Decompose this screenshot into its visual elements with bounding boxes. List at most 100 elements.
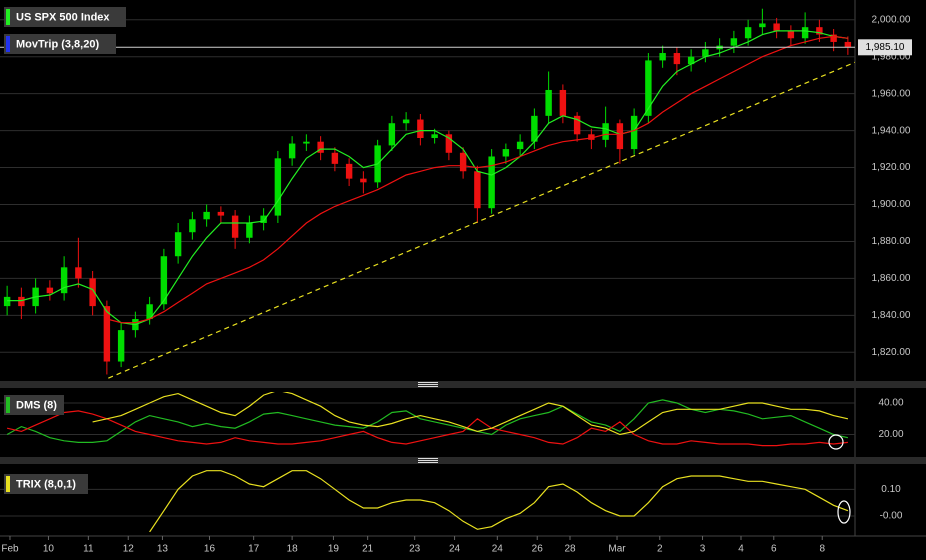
legend-box[interactable] [4,395,64,415]
candle-body [531,115,538,142]
legend-label: MovTrip (3,8,20) [16,38,99,50]
x-tick-label: 3 [700,544,706,555]
candle-body [545,89,552,116]
x-tick-label: 8 [819,544,825,555]
candle-body [402,119,410,124]
x-tick-label: 26 [532,544,544,555]
candle-body [18,296,25,307]
pane-divider[interactable] [0,381,926,388]
x-tick-label: 24 [492,544,504,555]
x-tick-label: 24 [449,544,461,555]
legend-box[interactable] [4,474,88,494]
candle-body [730,38,738,46]
grip [418,458,438,463]
candle-body [174,232,182,257]
y-tick-label: 1,860.00 [872,273,911,284]
candle-body [231,215,239,238]
x-tick-label: Feb [1,544,19,555]
candle-body [659,53,666,61]
candle-body [203,211,210,220]
candle-body [616,123,624,150]
candle-body [189,219,196,233]
candle-body [702,49,709,57]
pane [0,392,855,447]
legend-swatch [6,476,10,492]
candle-body [502,149,510,157]
candle-body [146,304,153,320]
candle-body [75,267,82,279]
candle-body [60,267,68,294]
candle-body [260,215,267,223]
y-tick-label: 1,960.00 [872,88,911,99]
candle-body [602,123,609,140]
pane [0,8,855,379]
candle-body [317,141,324,153]
candle-body [645,60,652,116]
candle-body [801,27,809,39]
y-tick-label: 1,920.00 [872,162,911,173]
y-tick-label: 1,820.00 [872,347,911,358]
legend: US SPX 500 Index MovTrip (3,8,20) DMS (8… [4,7,126,494]
x-tick-label: 17 [248,544,260,555]
candle-body [274,158,282,216]
candle-body [103,306,111,362]
x-tick-label: 13 [157,544,169,555]
candle-body [474,171,481,209]
last-price-label: 1,985.10 [866,42,905,53]
x-tick-label: 10 [43,544,55,555]
highlight-circle [837,500,851,524]
trendline [108,61,855,379]
x-tick-label: 6 [771,544,777,555]
x-tick-label: Mar [608,544,626,555]
legend-label: TRIX (8,0,1) [16,478,76,490]
legend-swatch [6,9,10,25]
candle-body [816,27,823,35]
x-tick-label: 12 [123,544,135,555]
candle-body [360,178,367,183]
candle-body [488,156,495,209]
candle-body [46,287,54,294]
candle-body [759,23,766,28]
candle-body [573,115,581,135]
candle-body [388,123,396,146]
x-tick-label: 19 [328,544,340,555]
candle-body [844,41,852,48]
x-tick-label: 11 [83,544,94,555]
candle-body [89,278,96,307]
candle-body [630,115,638,150]
candle-body [288,143,296,159]
grip [418,382,438,387]
y-tick-label: 0.10 [881,484,901,495]
x-tick-label: 2 [657,544,663,555]
candle-body [431,134,438,139]
y-tick-label: 1,940.00 [872,125,911,136]
candle-body [687,56,695,65]
x-tick-label: 23 [409,544,421,555]
candle-body [830,34,837,42]
x-tick-label: 16 [204,544,216,555]
legend-swatch [6,397,10,413]
last-price-box [858,39,912,56]
x-tick-label: 4 [738,544,744,555]
candle-body [744,27,752,39]
candle-body [3,296,11,307]
legend-label: US SPX 500 Index [16,11,110,23]
candle-body [787,30,795,39]
candle-body [445,134,453,153]
y-tick-label: 1,900.00 [872,199,911,210]
legend-swatch [6,36,10,52]
pane-divider[interactable] [0,457,926,464]
series-line [6,399,849,443]
series-line [106,35,848,324]
series-line [149,470,849,532]
candle-body [588,134,595,140]
y-tick-label: 1,880.00 [872,236,911,247]
x-tick-label: 21 [362,544,374,555]
legend-box[interactable] [4,7,126,27]
legend-box[interactable] [4,34,116,54]
candle-body [516,141,524,150]
x-tick-label: 28 [564,544,576,555]
